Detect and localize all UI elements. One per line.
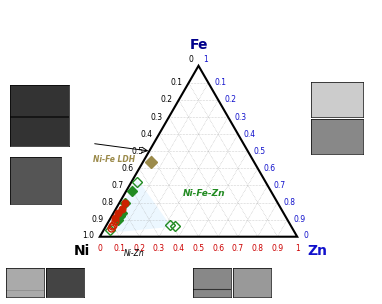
Text: 0.1: 0.1 — [214, 78, 226, 87]
Text: 0.8: 0.8 — [102, 198, 114, 207]
Text: 0.9: 0.9 — [92, 215, 104, 224]
Text: 0.5: 0.5 — [131, 147, 143, 156]
Text: 1: 1 — [204, 55, 208, 64]
Text: 0.1: 0.1 — [171, 78, 183, 87]
Text: Ni-Zn: Ni-Zn — [123, 249, 144, 257]
Text: 0.4: 0.4 — [141, 130, 153, 139]
Text: 1: 1 — [295, 244, 299, 253]
Text: 0.2: 0.2 — [161, 95, 173, 105]
Text: 0.6: 0.6 — [212, 244, 224, 253]
Text: Ni-Fe LDH: Ni-Fe LDH — [93, 155, 135, 164]
Text: 0.6: 0.6 — [264, 164, 276, 173]
Text: Fe: Fe — [189, 38, 208, 52]
Text: 0.2: 0.2 — [133, 244, 145, 253]
Polygon shape — [108, 180, 175, 232]
Text: 0.4: 0.4 — [244, 130, 256, 139]
Text: 0: 0 — [189, 55, 194, 64]
Text: Ni-Fe-Zn: Ni-Fe-Zn — [183, 189, 225, 198]
Text: 0: 0 — [97, 244, 102, 253]
Text: 0.5: 0.5 — [254, 147, 266, 156]
Text: 0.9: 0.9 — [293, 215, 305, 224]
Text: 0: 0 — [303, 231, 308, 240]
Text: 1.0: 1.0 — [82, 231, 94, 240]
Text: 0.6: 0.6 — [121, 164, 133, 173]
Text: 0.7: 0.7 — [232, 244, 244, 253]
Text: Zn: Zn — [307, 244, 327, 257]
Text: 0.3: 0.3 — [151, 112, 163, 122]
Text: 0.1: 0.1 — [113, 244, 126, 253]
Text: 0.8: 0.8 — [252, 244, 264, 253]
Text: Ni: Ni — [74, 244, 90, 257]
Text: 0.2: 0.2 — [224, 95, 236, 105]
Text: 0.8: 0.8 — [283, 198, 295, 207]
Text: 0.5: 0.5 — [193, 244, 205, 253]
Text: 0.3: 0.3 — [153, 244, 165, 253]
Text: 0.4: 0.4 — [173, 244, 185, 253]
Text: 0.3: 0.3 — [234, 112, 246, 122]
Text: 0.7: 0.7 — [112, 181, 123, 190]
Text: 0.7: 0.7 — [274, 181, 286, 190]
Text: 0.9: 0.9 — [271, 244, 283, 253]
